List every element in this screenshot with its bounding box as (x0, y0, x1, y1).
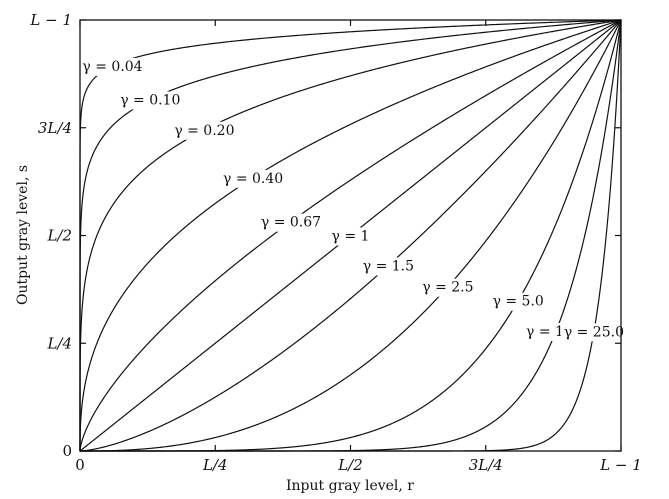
gamma-label-5: γ = 5.0 (493, 294, 544, 310)
gamma-label-background (328, 227, 373, 246)
x-tick-label-0: 0 (75, 456, 85, 474)
gamma-label-0-1: γ = 0.10 (120, 93, 180, 109)
x-tick-label-l-1: L − 1 (599, 456, 642, 474)
y-tick-label-l-2: L/2 (46, 227, 72, 245)
y-tick-label-3l-4: 3L/4 (38, 119, 72, 137)
curve-gamma-1-5 (79, 19, 622, 452)
gamma-label-background (419, 278, 477, 297)
gamma-label-background (359, 257, 418, 276)
gamma-label-1: γ = 1 (332, 229, 370, 245)
gamma-label-background (489, 292, 547, 311)
gamma-label-background (560, 323, 627, 342)
curve-gamma-0-04 (79, 19, 622, 451)
gamma-labels-layer: γ = 0.04 γ = 0.10 γ = 0.20 γ = 0.40 γ = 0.67… (79, 57, 627, 342)
gamma-label-1-5: γ = 1.5 (363, 259, 414, 275)
gamma-label-background (117, 91, 184, 110)
gamma-label-background (79, 57, 146, 76)
gamma-label-background (257, 213, 325, 232)
gamma-label-0-67: γ = 0.67 (261, 215, 321, 231)
curve-gamma-2-5 (80, 19, 622, 452)
x-tick-label-3l-4: 3L/4 (469, 456, 503, 474)
gamma-label-0-4: γ = 0.40 (223, 171, 283, 187)
x-tick-label-l-2: L/2 (337, 456, 363, 474)
curve-gamma-0-1 (79, 19, 622, 451)
curve-gamma-0-67 (79, 19, 622, 452)
gamma-label-background (220, 169, 287, 188)
y-tick-label-l-1: L − 1 (29, 11, 72, 29)
x-tick-label-l-4: L/4 (202, 456, 228, 474)
curve-gamma-0-4 (79, 19, 622, 451)
gamma-label-background (171, 121, 238, 140)
ticks-layer (79, 19, 622, 452)
y-tick-label-l-4: L/4 (46, 334, 72, 352)
gamma-label-0-04: γ = 0.04 (82, 59, 142, 75)
tick-labels-layer: 0 L/4 L/2 3L/4 L − 1 0 L/4 L/2 3L/4 L − 1 (29, 11, 641, 474)
y-tick-label-0: 0 (62, 442, 72, 460)
gamma-label-0-2: γ = 0.20 (174, 123, 234, 139)
gamma-label-2-5: γ = 2.5 (422, 280, 473, 296)
gamma-label-25: γ = 25.0 (564, 324, 624, 340)
x-axis-label: Input gray level, r (286, 478, 414, 494)
y-axis-label: Output gray level, s (15, 165, 31, 305)
